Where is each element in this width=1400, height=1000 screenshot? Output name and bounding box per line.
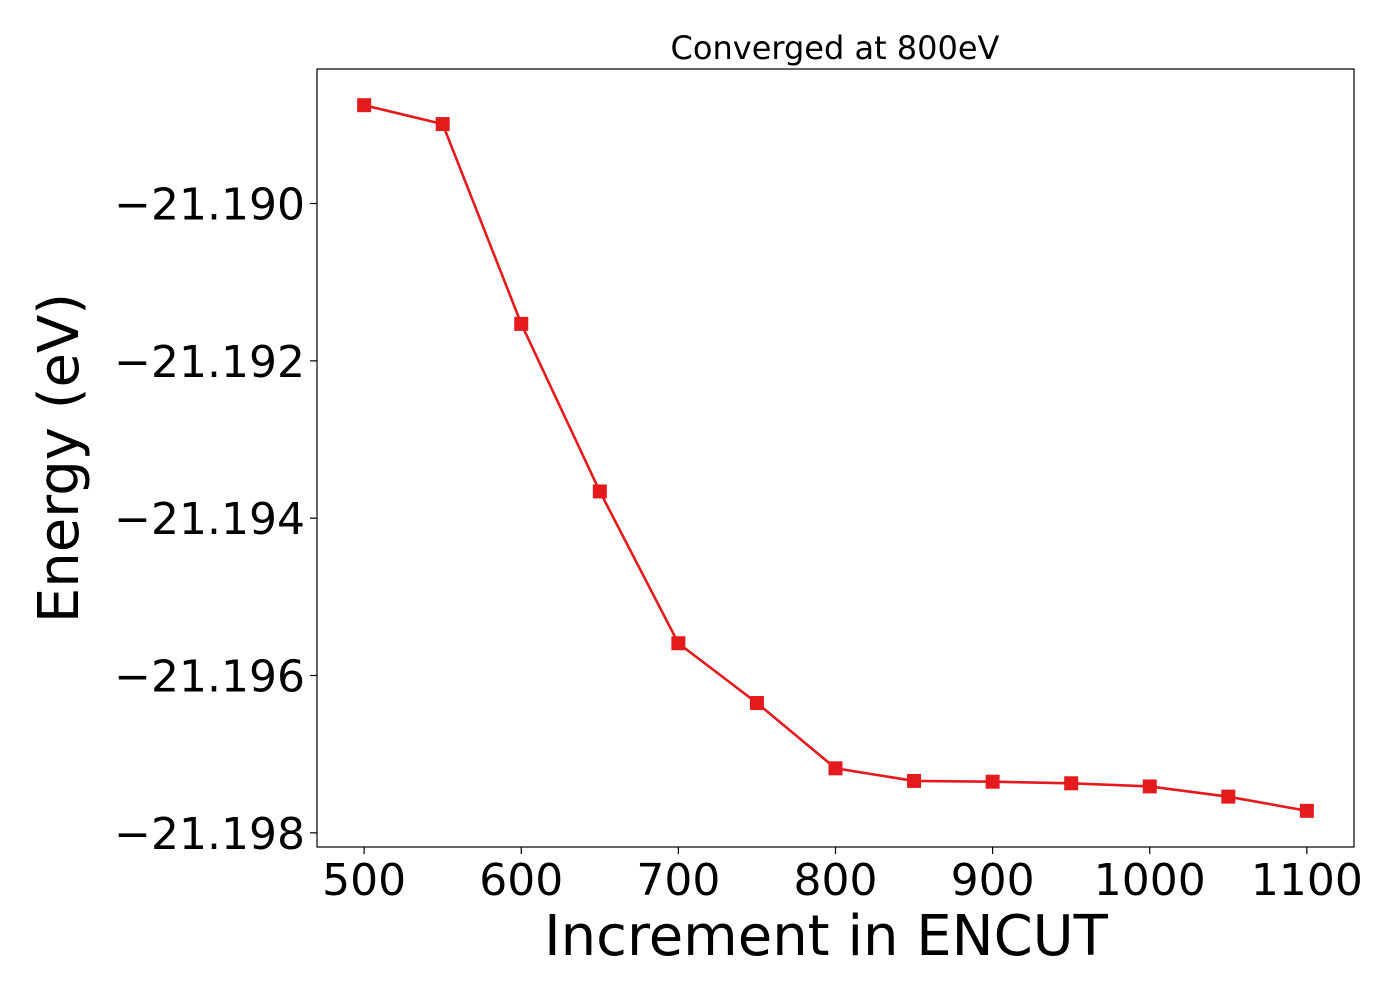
y-tick-label: −21.196	[114, 652, 305, 703]
series-layer	[357, 98, 1314, 818]
data-point-marker	[1221, 789, 1236, 804]
x-tick-label: 500	[322, 855, 406, 906]
data-point-marker	[1064, 776, 1079, 791]
data-point-marker	[671, 636, 686, 651]
series-line	[363, 103, 1308, 813]
data-point-marker	[749, 696, 764, 711]
plot-area-frame	[316, 68, 1355, 848]
x-axis-title: Increment in ENCUT	[544, 904, 1109, 969]
data-point-marker	[514, 316, 529, 331]
x-tick-label: 800	[794, 855, 878, 906]
y-tick-label: −21.192	[114, 337, 305, 388]
data-point-marker	[1299, 803, 1314, 818]
x-tick-label: 1000	[1094, 855, 1206, 906]
data-point-marker	[985, 774, 1000, 789]
y-axis-title: Energy (eV)	[27, 293, 92, 623]
chart-title: Converged at 800eV	[671, 29, 1000, 67]
x-tick-label: 1100	[1251, 855, 1363, 906]
data-point-marker	[357, 98, 372, 113]
y-tick-label: −21.194	[114, 494, 305, 545]
y-tick-label: −21.198	[114, 809, 305, 860]
y-axis: −21.190 −21.192 −21.194 −21.196 −21.198	[114, 180, 317, 860]
x-tick-label: 700	[636, 855, 720, 906]
data-point-marker	[1142, 779, 1157, 794]
data-point-marker	[828, 761, 843, 776]
x-tick-label: 900	[951, 855, 1035, 906]
x-tick-label: 600	[479, 855, 563, 906]
y-tick-label: −21.190	[114, 180, 305, 231]
data-point-marker	[907, 773, 922, 788]
x-axis: 500 600 700 800 900 1000 1100	[322, 847, 1363, 906]
data-point-marker	[435, 117, 450, 132]
data-point-marker	[592, 484, 607, 499]
